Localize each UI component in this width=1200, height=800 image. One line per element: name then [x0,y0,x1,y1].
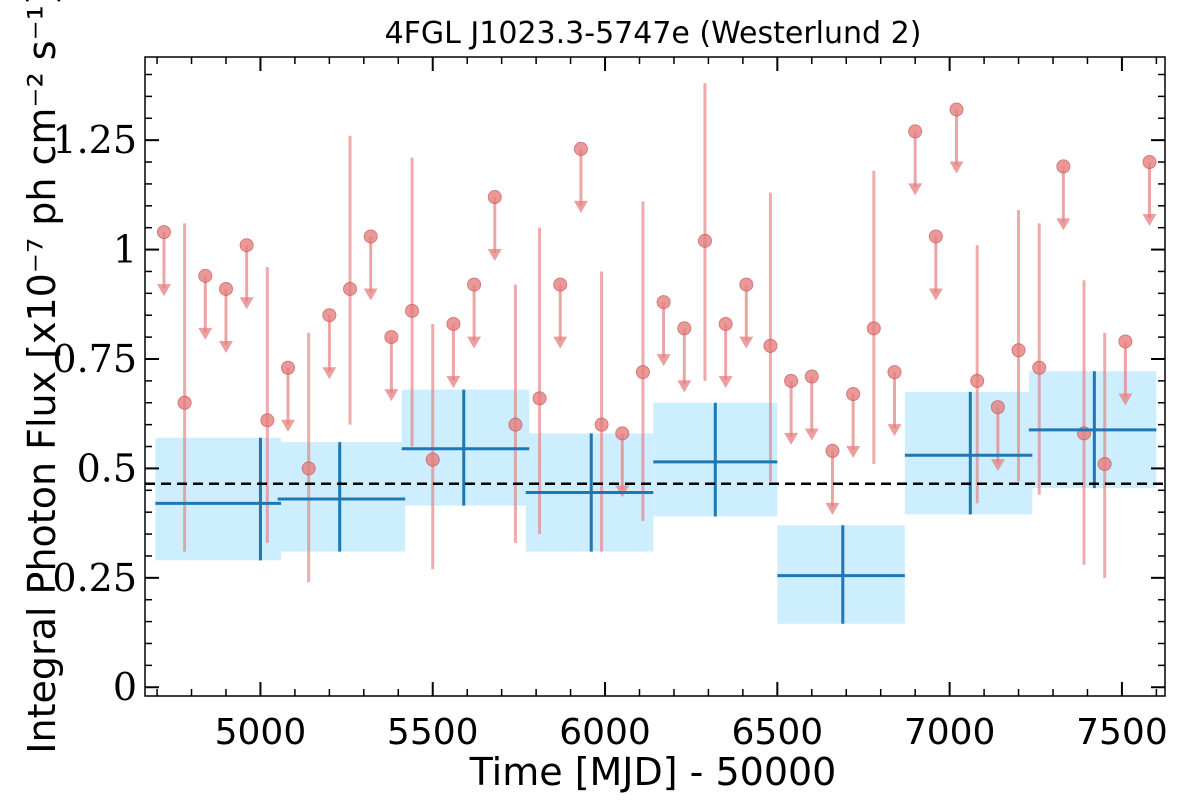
short-bin-point-12 [405,303,420,318]
short-bin-upper-limit-arrow-28 [739,336,754,349]
short-bin-point-20 [573,141,588,156]
short-bin-point-36 [908,124,923,139]
long-bin-box-0 [155,437,282,561]
short-bin-point-38 [949,102,964,117]
short-bin-upper-limit-arrow-32 [825,502,840,515]
short-bin-upper-limit-arrow-3 [218,340,233,353]
short-bin-point-39 [970,373,985,388]
y-tick-label: 0 [113,665,137,709]
short-bin-upper-limit-arrow-46 [1118,393,1133,406]
short-bin-upper-limit-arrow-37 [928,288,943,301]
x-tick-label: 7000 [904,712,996,753]
short-bin-point-27 [718,316,733,331]
short-bin-upper-limit-arrow-20 [573,200,588,213]
short-bin-upper-limit-arrow-19 [553,336,568,349]
short-bin-upper-limit-arrow-24 [656,354,671,367]
short-bin-point-29 [763,338,778,353]
short-bin-point-10 [363,229,378,244]
y-axis-label: Integral Photon Flux [x10⁻⁷ ph cm⁻² s⁻¹] [20,0,64,754]
short-bin-upper-limit-arrow-33 [846,446,861,459]
short-bin-point-22 [615,426,630,441]
short-bin-point-40 [990,400,1005,415]
short-bin-point-47 [1142,155,1157,170]
short-bin-point-17 [508,417,523,432]
short-bin-upper-limit-arrow-6 [281,419,296,432]
short-bin-upper-limit-arrow-38 [949,161,964,174]
short-bin-point-11 [384,330,399,345]
x-tick-label: 5000 [215,712,307,753]
axes-layer: 5000 5500 6000 6500 7000 7500 0 0.25 0.5 0.75 1 1.2… [52,57,1168,753]
short-bin-point-9 [343,281,358,296]
short-bin-upper-limit-arrow-4 [239,297,254,310]
y-tick-label: 1 [113,228,137,272]
short-bin-upper-limit-arrow-30 [784,432,799,445]
short-bin-point-19 [553,277,568,292]
short-bin-point-41 [1011,343,1026,358]
short-bin-point-16 [487,190,502,205]
short-bin-point-2 [198,268,213,283]
short-bin-point-4 [239,238,254,253]
short-bin-point-28 [739,277,754,292]
short-bin-point-34 [866,321,881,336]
short-bin-point-8 [322,308,337,323]
x-tick-label: 7500 [1076,712,1168,753]
short-bin-point-3 [218,281,233,296]
short-bin-upper-limit-arrow-40 [990,459,1005,472]
short-bin-upper-limit-arrow-2 [198,327,213,340]
short-bin-point-24 [656,295,671,310]
short-bin-upper-limit-arrow-43 [1056,218,1071,231]
short-bin-upper-limit-arrow-47 [1142,214,1157,227]
long-bin-box-6 [904,391,1033,515]
short-bin-point-42 [1032,360,1047,375]
short-bin-point-15 [467,277,482,292]
short-bin-point-21 [594,417,609,432]
plot-area-frame [144,56,1166,697]
short-bin-upper-limit-arrow-27 [718,375,733,388]
x-tick-label: 6500 [732,712,824,753]
short-bin-point-0 [156,225,171,240]
short-bin-point-23 [635,365,650,380]
short-bin-point-18 [532,391,547,406]
x-tick-label: 5500 [387,712,479,753]
short-bin-point-25 [677,321,692,336]
short-bin-point-13 [425,452,440,467]
short-bin-upper-limit-arrow-36 [908,183,923,196]
short-bin-upper-limit-arrow-16 [487,249,502,262]
short-bin-point-26 [697,233,712,248]
short-bin-point-35 [887,365,902,380]
short-bin-upper-limit-arrow-25 [677,380,692,393]
short-bin-upper-limit-arrow-15 [467,336,482,349]
long-bin-box-1 [277,442,406,552]
short-bin-upper-limit-arrow-8 [322,367,337,380]
chart-title: 4FGL J1023.3-5747e (Westerlund 2) [385,16,922,51]
short-bin-point-30 [784,373,799,388]
short-bin-point-45 [1097,457,1112,472]
short-bin-upper-limit-arrow-11 [384,389,399,402]
short-bin-point-32 [825,443,840,458]
y-tick-label: 0.25 [52,556,137,600]
short-bin-point-14 [446,316,461,331]
short-bin-upper-limit-arrow-35 [887,424,902,437]
short-bin-point-7 [301,461,316,476]
short-bin-upper-limit-arrow-31 [804,428,819,441]
short-bin-upper-limit-arrow-10 [363,288,378,301]
short-bin-point-6 [281,360,296,375]
plot-layer [145,83,1165,624]
short-bin-point-46 [1118,334,1133,349]
short-bin-point-31 [804,369,819,384]
y-tick-label: 1.25 [52,118,137,162]
short-bin-upper-limit-arrow-0 [156,284,171,297]
short-bin-point-43 [1056,159,1071,174]
short-bin-point-1 [177,395,192,410]
short-bin-point-37 [928,229,943,244]
short-bin-point-33 [846,387,861,402]
short-bin-upper-limit-arrow-14 [446,375,461,388]
x-axis-label: Time [MJD] - 50000 [469,750,837,794]
y-tick-label: 0.5 [77,446,137,490]
x-tick-label: 6000 [559,712,651,753]
short-bin-point-5 [260,413,275,428]
y-tick-label: 0.75 [52,337,137,381]
